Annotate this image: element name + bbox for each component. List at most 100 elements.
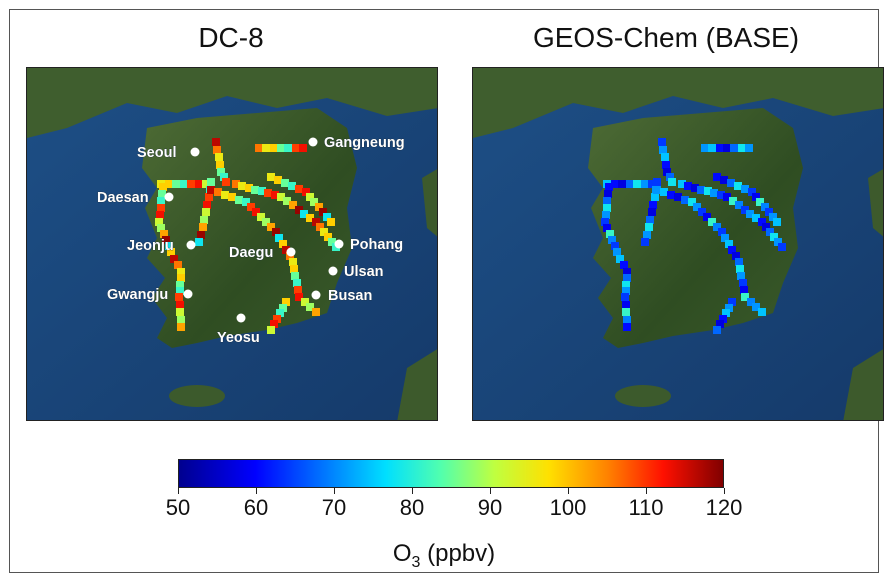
- track-cell: [174, 261, 182, 269]
- track-cell: [691, 184, 699, 192]
- track-cell: [200, 216, 208, 224]
- track-cell: [165, 180, 173, 188]
- track-cell: [718, 228, 726, 236]
- track-cell: [214, 188, 222, 196]
- colorbar-tick: [568, 488, 569, 494]
- track-cell: [294, 286, 302, 294]
- track-cell: [774, 238, 782, 246]
- japan-coast: [397, 349, 437, 420]
- track-cell: [272, 228, 280, 236]
- track-cell: [736, 265, 744, 273]
- track-cell: [295, 206, 303, 214]
- track-cell: [770, 233, 778, 241]
- track-cell: [766, 228, 774, 236]
- track-cell: [277, 193, 285, 201]
- track-cell: [299, 144, 307, 152]
- track-cell: [693, 203, 701, 211]
- city-label-daesan: Daesan: [97, 190, 149, 206]
- jeju-island: [615, 385, 671, 407]
- track-cell: [646, 216, 654, 224]
- track-cell: [752, 303, 760, 311]
- track-cell: [165, 242, 173, 250]
- track-cell: [727, 179, 735, 187]
- track-cell: [176, 301, 184, 309]
- colorbar-tick-label: 100: [549, 495, 587, 520]
- track-cell: [778, 243, 786, 251]
- track-cell: [274, 176, 282, 184]
- track-cell: [623, 316, 631, 324]
- track-cell: [752, 193, 760, 201]
- track-cell: [160, 230, 168, 238]
- city-dot-pohang: [334, 239, 344, 249]
- city-dot-daesan: [164, 192, 174, 202]
- track-cell: [698, 208, 706, 216]
- track-cell: [602, 211, 610, 219]
- peninsula: [588, 108, 803, 348]
- track-cell: [730, 144, 738, 152]
- track-cell: [651, 193, 659, 201]
- city-label-busan: Busan: [328, 288, 372, 304]
- track-cell: [645, 223, 653, 231]
- track-cell: [216, 161, 224, 169]
- track-cell: [737, 272, 745, 280]
- track-cell: [739, 279, 747, 287]
- track-cell: [708, 218, 716, 226]
- track-cell: [175, 293, 183, 301]
- track-cell: [622, 301, 630, 309]
- track-cell: [158, 190, 166, 198]
- track-cell: [312, 218, 320, 226]
- track-cell: [155, 218, 163, 226]
- track-cell: [605, 183, 613, 191]
- track-cell: [704, 187, 712, 195]
- track-cell: [623, 274, 631, 282]
- track-cell: [723, 144, 731, 152]
- city-dot-jeonju: [186, 240, 196, 250]
- track-cell: [721, 234, 729, 242]
- track-cell: [623, 268, 631, 276]
- map-panel-dc8: Seoul Gangneung Daesan Jeonju Daegu Poha…: [26, 67, 438, 421]
- jeju-island: [169, 385, 225, 407]
- track-cell: [684, 182, 692, 190]
- track-cell: [176, 287, 184, 295]
- track-cell: [758, 218, 766, 226]
- track-cell: [199, 223, 207, 231]
- city-label-jeonju: Jeonju: [127, 238, 174, 254]
- track-cell: [735, 258, 743, 266]
- track-cell: [623, 323, 631, 331]
- track-cell: [267, 173, 275, 181]
- track-cell: [282, 298, 290, 306]
- track-cell: [713, 326, 721, 334]
- track-cell: [747, 298, 755, 306]
- track-cell: [159, 183, 167, 191]
- track-cell: [257, 213, 265, 221]
- track-cell: [276, 309, 284, 317]
- track-cell: [316, 223, 324, 231]
- map-geoschem: [473, 68, 883, 420]
- track-cell: [177, 268, 185, 276]
- track-cell: [315, 203, 323, 211]
- track-cell: [267, 223, 275, 231]
- track-cell: [728, 246, 736, 254]
- track-cell: [267, 326, 275, 334]
- track-cell: [264, 189, 272, 197]
- track-cell: [300, 210, 308, 218]
- track-cell: [255, 144, 263, 152]
- map-dc8: Seoul Gangneung Daesan Jeonju Daegu Poha…: [27, 68, 437, 420]
- track-cell: [156, 211, 164, 219]
- track-cell: [681, 196, 689, 204]
- track-cell: [275, 234, 283, 242]
- track-cell: [197, 231, 205, 239]
- track-cell: [641, 180, 649, 188]
- track-cell: [302, 188, 310, 196]
- city-markers: Seoul Gangneung Daesan Jeonju Daegu Poha…: [97, 135, 405, 347]
- colorbar-tick-label: 90: [477, 495, 503, 520]
- track-cell: [328, 238, 336, 246]
- track-cell: [271, 191, 279, 199]
- track-cell: [289, 201, 297, 209]
- track-cell: [282, 246, 290, 254]
- flight-track-dc8: [155, 138, 340, 334]
- track-cell: [202, 208, 210, 216]
- track-cell: [177, 316, 185, 324]
- track-cell: [732, 252, 740, 260]
- track-cell: [324, 233, 332, 241]
